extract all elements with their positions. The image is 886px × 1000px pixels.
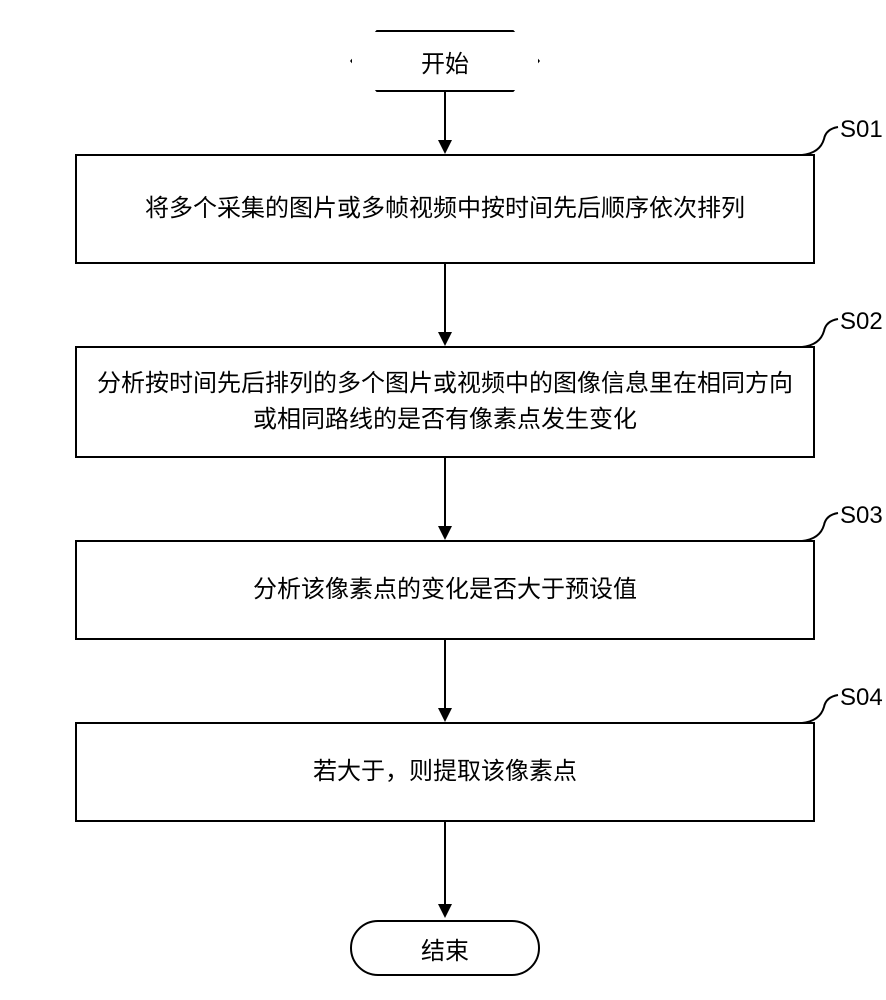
- arrow-1: [444, 92, 446, 142]
- arrow-3-head: [438, 526, 452, 540]
- terminator-end: 结束: [350, 920, 540, 976]
- arrow-5-head: [438, 904, 452, 918]
- arrow-2-head: [438, 332, 452, 346]
- label-curve-s01: [802, 125, 840, 159]
- label-s03: S03: [840, 502, 883, 530]
- process-s01-text: 将多个采集的图片或多帧视频中按时间先后顺序依次排列: [145, 191, 745, 227]
- arrow-4: [444, 640, 446, 710]
- process-s02: 分析按时间先后排列的多个图片或视频中的图像信息里在相同方向或相同路线的是否有像素…: [75, 346, 815, 458]
- start-label: 开始: [421, 44, 469, 79]
- end-label: 结束: [421, 931, 469, 966]
- process-s04-text: 若大于，则提取该像素点: [313, 754, 577, 790]
- label-s02: S02: [840, 308, 883, 336]
- process-s04: 若大于，则提取该像素点: [75, 722, 815, 822]
- process-s01: 将多个采集的图片或多帧视频中按时间先后顺序依次排列: [75, 154, 815, 264]
- process-s02-text: 分析按时间先后排列的多个图片或视频中的图像信息里在相同方向或相同路线的是否有像素…: [97, 366, 793, 438]
- process-s03: 分析该像素点的变化是否大于预设值: [75, 540, 815, 640]
- label-curve-s04: [802, 693, 840, 727]
- label-curve-s02: [802, 317, 840, 351]
- label-s04: S04: [840, 684, 883, 712]
- label-s01: S01: [840, 116, 883, 144]
- arrow-2: [444, 264, 446, 334]
- arrow-4-head: [438, 708, 452, 722]
- arrow-5: [444, 822, 446, 906]
- arrow-1-head: [438, 140, 452, 154]
- terminator-start: 开始: [350, 30, 540, 92]
- arrow-3: [444, 458, 446, 528]
- label-curve-s03: [802, 511, 840, 545]
- process-s03-text: 分析该像素点的变化是否大于预设值: [253, 572, 637, 608]
